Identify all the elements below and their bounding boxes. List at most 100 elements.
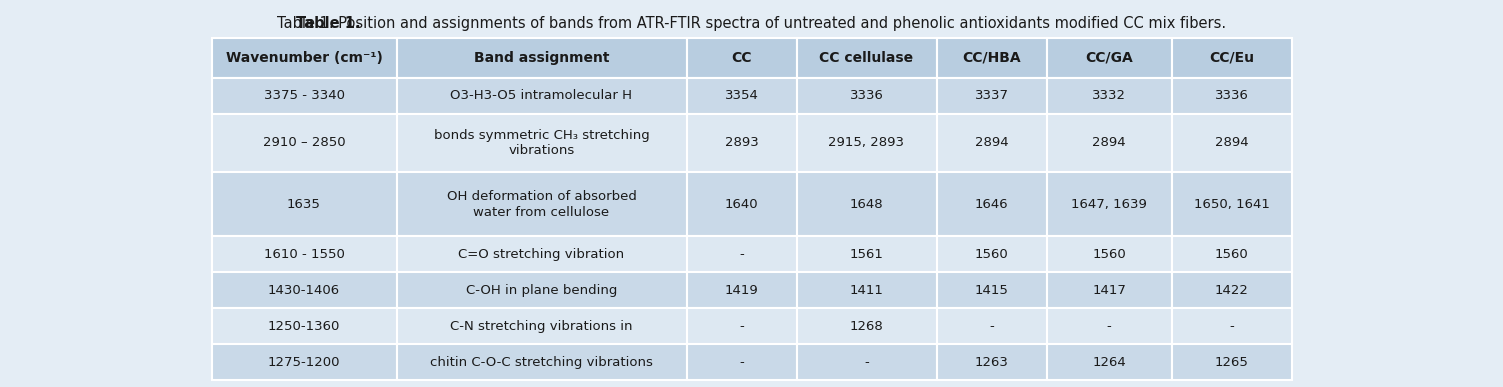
Bar <box>936 344 1046 380</box>
Text: Table 1. Position and assignments of bands from ATR-FTIR spectra of untreated an: Table 1. Position and assignments of ban… <box>277 16 1226 31</box>
Text: 1650, 1641: 1650, 1641 <box>1193 198 1270 211</box>
Text: 1646: 1646 <box>974 198 1009 211</box>
Text: 1275-1200: 1275-1200 <box>268 356 340 368</box>
Text: 2894: 2894 <box>1214 136 1249 149</box>
Bar <box>1171 113 1291 172</box>
Text: bonds symmetric CH₃ stretching
vibrations: bonds symmetric CH₃ stretching vibration… <box>434 128 649 157</box>
Bar <box>212 272 397 308</box>
Bar <box>1046 172 1171 236</box>
Bar <box>212 38 397 78</box>
Bar <box>936 172 1046 236</box>
Text: 1635: 1635 <box>287 198 322 211</box>
Bar <box>687 236 797 272</box>
Text: -: - <box>739 320 744 333</box>
Bar <box>797 113 936 172</box>
Bar <box>797 172 936 236</box>
Bar <box>936 236 1046 272</box>
Text: 1411: 1411 <box>849 284 884 297</box>
Bar <box>1046 236 1171 272</box>
Text: 1264: 1264 <box>1093 356 1126 368</box>
Text: 1561: 1561 <box>849 248 884 261</box>
Bar <box>1171 172 1291 236</box>
Text: chitin C-O-C stretching vibrations: chitin C-O-C stretching vibrations <box>430 356 652 368</box>
Bar <box>687 78 797 113</box>
Bar <box>1171 236 1291 272</box>
Text: -: - <box>1106 320 1111 333</box>
Text: C=O stretching vibration: C=O stretching vibration <box>458 248 625 261</box>
Text: CC cellulase: CC cellulase <box>819 51 914 65</box>
Bar <box>797 78 936 113</box>
Bar <box>397 113 687 172</box>
Text: 1250-1360: 1250-1360 <box>268 320 340 333</box>
Bar <box>212 172 397 236</box>
Bar <box>936 78 1046 113</box>
Bar <box>1171 308 1291 344</box>
Bar <box>797 38 936 78</box>
Text: O3-H3-O5 intramolecular H: O3-H3-O5 intramolecular H <box>451 89 633 102</box>
Bar <box>1171 344 1291 380</box>
Bar <box>1046 113 1171 172</box>
Bar <box>797 236 936 272</box>
Bar <box>397 344 687 380</box>
Text: 2910 – 2850: 2910 – 2850 <box>263 136 346 149</box>
Bar <box>212 236 397 272</box>
Bar <box>212 308 397 344</box>
Bar <box>1046 38 1171 78</box>
Text: CC/HBA: CC/HBA <box>962 51 1021 65</box>
Bar <box>936 38 1046 78</box>
Bar <box>397 272 687 308</box>
Text: 3375 - 3340: 3375 - 3340 <box>263 89 344 102</box>
Text: -: - <box>739 248 744 261</box>
Text: 1640: 1640 <box>724 198 759 211</box>
Bar <box>936 272 1046 308</box>
Text: 1560: 1560 <box>1214 248 1249 261</box>
Bar <box>797 272 936 308</box>
Text: CC/Eu: CC/Eu <box>1208 51 1254 65</box>
Text: 3354: 3354 <box>724 89 759 102</box>
Bar <box>397 38 687 78</box>
Bar <box>797 308 936 344</box>
Bar <box>1171 272 1291 308</box>
Bar <box>397 236 687 272</box>
Text: 3332: 3332 <box>1093 89 1126 102</box>
Bar <box>936 308 1046 344</box>
Bar <box>1171 78 1291 113</box>
Text: 3336: 3336 <box>1214 89 1249 102</box>
Bar <box>687 38 797 78</box>
Text: 1419: 1419 <box>724 284 759 297</box>
Text: -: - <box>864 356 869 368</box>
Bar <box>397 78 687 113</box>
Text: Band assignment: Band assignment <box>473 51 609 65</box>
Text: 1268: 1268 <box>849 320 884 333</box>
Text: CC: CC <box>732 51 752 65</box>
Bar <box>687 272 797 308</box>
Text: -: - <box>989 320 993 333</box>
Bar <box>687 308 797 344</box>
Text: 3337: 3337 <box>974 89 1009 102</box>
Bar <box>797 344 936 380</box>
Text: 1560: 1560 <box>1093 248 1126 261</box>
Text: 2894: 2894 <box>974 136 1009 149</box>
Bar <box>687 172 797 236</box>
Text: 1422: 1422 <box>1214 284 1249 297</box>
Bar <box>1171 38 1291 78</box>
Text: 1560: 1560 <box>974 248 1009 261</box>
Text: Wavenumber (cm⁻¹): Wavenumber (cm⁻¹) <box>225 51 382 65</box>
Bar <box>212 78 397 113</box>
Bar <box>212 113 397 172</box>
Text: 2893: 2893 <box>724 136 759 149</box>
Bar <box>1046 308 1171 344</box>
Bar <box>1046 344 1171 380</box>
Text: -: - <box>1229 320 1234 333</box>
Bar <box>687 113 797 172</box>
Text: -: - <box>739 356 744 368</box>
Text: 2915, 2893: 2915, 2893 <box>828 136 905 149</box>
Text: 1263: 1263 <box>974 356 1009 368</box>
Text: 1417: 1417 <box>1093 284 1126 297</box>
Bar <box>397 308 687 344</box>
Text: OH deformation of absorbed
water from cellulose: OH deformation of absorbed water from ce… <box>446 190 636 219</box>
Text: 2894: 2894 <box>1093 136 1126 149</box>
Text: C-OH in plane bending: C-OH in plane bending <box>466 284 618 297</box>
Bar <box>397 172 687 236</box>
Text: 1647, 1639: 1647, 1639 <box>1072 198 1147 211</box>
